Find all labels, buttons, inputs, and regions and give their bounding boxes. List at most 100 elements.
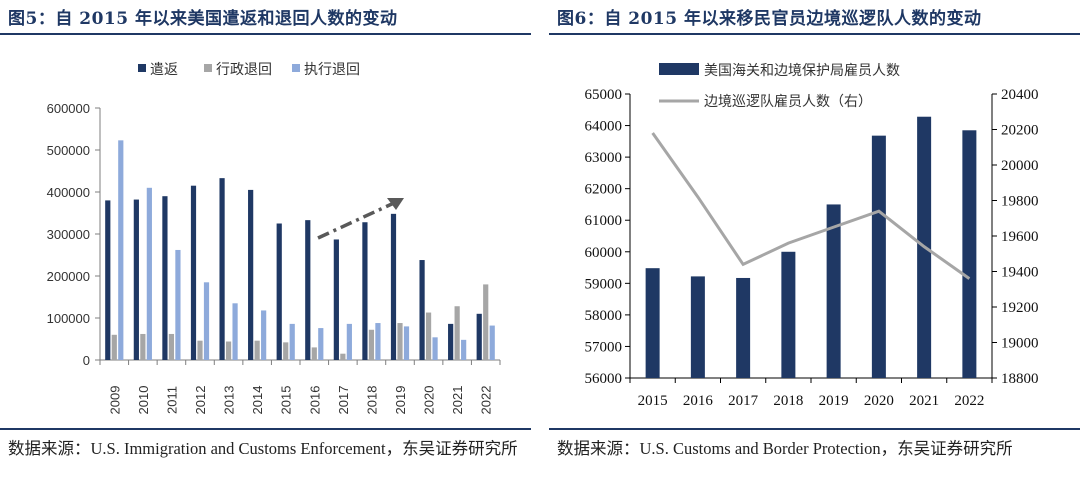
- left-y-tick-label: 59000: [585, 276, 623, 292]
- bar-cbp-employees: [826, 204, 841, 378]
- bar-执行退回: [461, 339, 467, 360]
- bar-遣返: [448, 323, 454, 360]
- x-tick-label: 2012: [193, 386, 208, 415]
- x-tick-label: 2016: [683, 393, 714, 409]
- y-tick-label: 100000: [47, 311, 90, 326]
- figure-5: 图5：自 2015 年以来美国遣返和退回人数的变动 0 100000 200000 3…: [0, 0, 531, 495]
- bar-遣返: [476, 313, 482, 360]
- bar-遣返: [105, 200, 111, 360]
- bar-执行退回: [118, 140, 124, 360]
- bar-cbp-employees: [645, 268, 660, 378]
- right-y-tick-label: 18800: [1001, 371, 1039, 387]
- figure-5-title: 图5：自 2015 年以来美国遣返和退回人数的变动: [8, 9, 398, 29]
- x-tick-label: 2022: [954, 393, 984, 409]
- x-tick-label: 2017: [336, 386, 351, 415]
- bar-行政退回: [340, 353, 346, 360]
- bar-执行退回: [146, 187, 152, 360]
- y-tick-label: 500000: [47, 143, 90, 158]
- bar-执行退回: [489, 325, 495, 360]
- bar-遣返: [162, 196, 168, 360]
- legend-label-line: 边境巡逻队雇员人数（右）: [704, 93, 872, 110]
- bar-行政退回: [197, 340, 203, 360]
- x-tick-label: 2021: [450, 386, 465, 415]
- x-tick-label: 2015: [279, 386, 294, 415]
- bar-行政退回: [454, 306, 460, 360]
- figure-5-source: 数据来源：U.S. Immigration and Customs Enforc…: [8, 439, 518, 458]
- right-y-tick-label: 19200: [1001, 300, 1039, 316]
- bar-遣返: [133, 199, 139, 360]
- bar-行政退回: [111, 334, 117, 360]
- bar-执行退回: [346, 323, 352, 360]
- figure-5-chart: 0 100000 200000 300000 400000 500000 600000 200…: [47, 62, 501, 415]
- y-tick-label: 0: [83, 353, 90, 368]
- x-tick-label: 2011: [164, 386, 179, 414]
- left-y-tick-label: 60000: [585, 245, 623, 261]
- left-y-tick-label: 57000: [585, 339, 623, 355]
- left-y-tick-label: 56000: [585, 371, 623, 387]
- left-y-tick-label: 65000: [585, 87, 623, 103]
- bar-行政退回: [483, 284, 489, 360]
- bar-行政退回: [368, 329, 375, 360]
- left-y-tick-label: 63000: [585, 150, 623, 166]
- bar-遣返: [419, 260, 425, 360]
- figure-6-source: 数据来源：U.S. Customs and Border Protection，…: [557, 439, 1013, 458]
- figure-6-title: 图6：自 2015 年以来移民官员边境巡逻队人数的变动: [557, 9, 982, 29]
- bar-遣返: [362, 222, 368, 360]
- right-y-tick-label: 19600: [1001, 229, 1039, 245]
- x-tick-label: 2010: [136, 386, 151, 415]
- legend-swatch-执行退回: [292, 64, 300, 72]
- figure-6-chart: 56000 57000 58000 59000 60000 61000 62000 63000…: [585, 62, 1039, 409]
- bar-行政退回: [168, 333, 175, 360]
- figure-5-top-rule: [0, 33, 531, 35]
- bar-执行退回: [203, 282, 210, 360]
- bar-cbp-employees: [781, 251, 796, 378]
- trend-arrow-head: [387, 198, 404, 210]
- x-tick-label: 2020: [864, 393, 894, 409]
- bar-执行退回: [289, 323, 295, 360]
- bar-行政退回: [397, 323, 403, 360]
- legend-label-bar: 美国海关和边境保护局雇员人数: [704, 62, 900, 79]
- figure-6-top-rule: [549, 33, 1080, 35]
- right-y-tick-label: 20200: [1001, 123, 1039, 139]
- bar-行政退回: [311, 347, 317, 360]
- bar-执行退回: [232, 303, 238, 360]
- bar-行政退回: [225, 341, 232, 360]
- legend-swatch-遣返: [138, 64, 146, 72]
- bar-行政退回: [140, 333, 146, 360]
- bar-cbp-employees: [962, 130, 977, 378]
- bar-执行退回: [375, 323, 381, 360]
- bar-执行退回: [432, 337, 438, 360]
- bar-遣返: [219, 178, 225, 360]
- bar-遣返: [390, 213, 397, 360]
- x-tick-label: 2018: [773, 393, 803, 409]
- bar-执行退回: [318, 328, 324, 360]
- x-tick-label: 2019: [819, 393, 849, 409]
- left-y-tick-label: 58000: [585, 308, 623, 324]
- right-y-tick-label: 19800: [1001, 194, 1039, 210]
- legend-label-行政退回: 行政退回: [216, 62, 272, 78]
- bar-cbp-employees: [736, 277, 751, 378]
- y-tick-label: 400000: [47, 185, 90, 200]
- bar-遣返: [305, 220, 311, 360]
- x-tick-label: 2016: [307, 386, 322, 415]
- left-y-tick-label: 64000: [585, 119, 623, 135]
- right-y-tick-label: 20400: [1001, 87, 1039, 103]
- legend-swatch-行政退回: [204, 64, 212, 72]
- figure-5-bottom-rule: [0, 428, 531, 430]
- bar-遣返: [190, 185, 197, 360]
- legend-label-执行退回: 执行退回: [304, 62, 360, 78]
- bar-行政退回: [254, 340, 260, 360]
- right-y-tick-label: 20000: [1001, 158, 1039, 174]
- legend-swatch-bar: [659, 63, 699, 75]
- bar-执行退回: [175, 249, 181, 360]
- y-tick-label: 600000: [47, 101, 90, 116]
- bar-遣返: [333, 239, 339, 360]
- bar-遣返: [248, 189, 254, 360]
- x-tick-label: 2021: [909, 393, 939, 409]
- x-tick-label: 2020: [422, 386, 437, 415]
- x-tick-label: 2013: [222, 386, 237, 415]
- x-tick-label: 2022: [479, 386, 494, 415]
- bar-执行退回: [261, 310, 267, 360]
- x-tick-label: 2014: [250, 386, 265, 415]
- y-tick-label: 300000: [47, 227, 90, 242]
